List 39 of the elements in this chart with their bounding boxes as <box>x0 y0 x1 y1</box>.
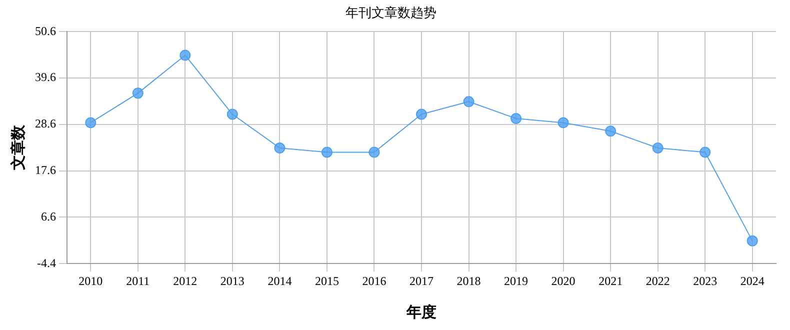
x-tick-label: 2020 <box>551 274 576 288</box>
point <box>558 117 569 128</box>
point <box>510 112 522 124</box>
x-tick-label: 2011 <box>126 274 150 288</box>
x-tick-label: 2012 <box>173 274 198 288</box>
point <box>132 88 144 99</box>
point <box>416 108 427 120</box>
point <box>85 117 96 128</box>
x-tick-label: 2019 <box>504 274 528 288</box>
x-tick-label: 2015 <box>314 274 339 288</box>
point <box>368 146 380 158</box>
x-tick-label: 2023 <box>693 274 718 288</box>
x-axis-title: 年度 <box>406 302 436 321</box>
y-tick-label: 17.6 <box>35 162 56 177</box>
x-tick-label: 2014 <box>268 274 292 288</box>
point <box>274 142 286 154</box>
x-tick-label: 2017 <box>410 274 434 288</box>
y-tick-label: 39.6 <box>35 70 56 84</box>
y-tick-label: -4.4 <box>37 256 56 270</box>
y-axis-title: 文章数 <box>8 124 27 172</box>
y-tick-label: 6.6 <box>41 209 56 224</box>
point <box>463 96 474 108</box>
x-tick-label: 2021 <box>598 274 623 288</box>
point <box>605 126 616 137</box>
point <box>652 142 664 154</box>
point <box>700 146 711 158</box>
x-tick-label: 2022 <box>646 274 670 288</box>
point <box>746 235 758 246</box>
x-tick-label: 2013 <box>220 274 244 288</box>
x-tick-label: 2016 <box>362 274 386 288</box>
point <box>180 50 191 61</box>
chart-title: 年刊文章数趋势 <box>346 5 436 20</box>
point <box>321 146 332 158</box>
point <box>226 108 238 120</box>
x-tick-label: 2024 <box>740 274 764 288</box>
y-tick-label: 50.6 <box>35 24 56 38</box>
x-tick-label: 2010 <box>78 274 103 288</box>
x-tick-label: 2018 <box>456 274 481 288</box>
y-tick-label: 28.6 <box>35 116 56 131</box>
